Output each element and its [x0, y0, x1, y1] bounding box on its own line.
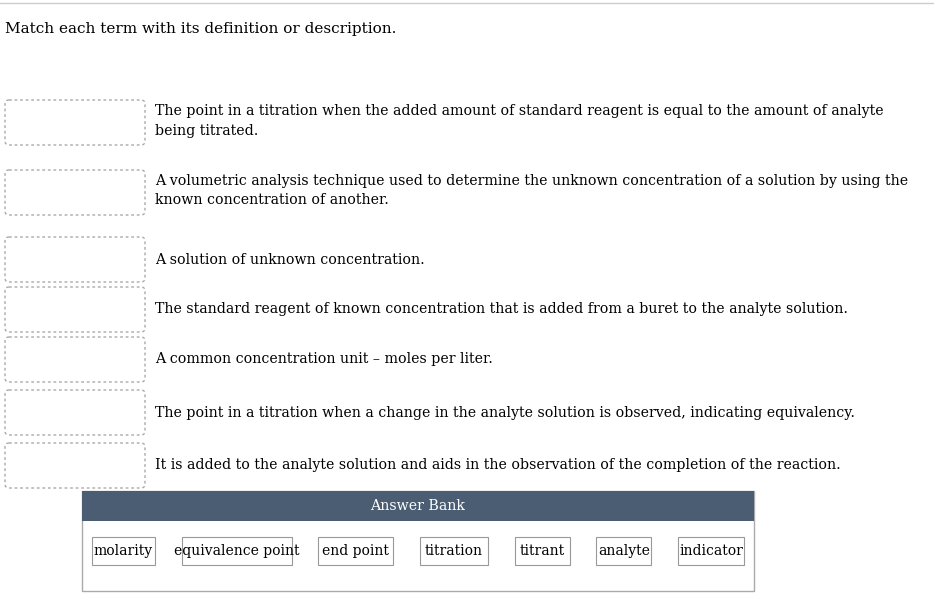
FancyBboxPatch shape	[92, 537, 155, 565]
FancyBboxPatch shape	[678, 537, 744, 565]
FancyBboxPatch shape	[318, 537, 393, 565]
Text: end point: end point	[322, 544, 389, 558]
FancyBboxPatch shape	[5, 390, 145, 435]
Text: indicator: indicator	[679, 544, 743, 558]
FancyBboxPatch shape	[596, 537, 651, 565]
FancyBboxPatch shape	[182, 537, 291, 565]
Text: equivalence point: equivalence point	[174, 544, 300, 558]
Text: titration: titration	[425, 544, 483, 558]
Text: Answer Bank: Answer Bank	[371, 499, 465, 513]
FancyBboxPatch shape	[5, 443, 145, 488]
Text: A common concentration unit – moles per liter.: A common concentration unit – moles per …	[155, 353, 493, 367]
Text: It is added to the analyte solution and aids in the observation of the completio: It is added to the analyte solution and …	[155, 459, 841, 473]
FancyBboxPatch shape	[5, 337, 145, 382]
FancyBboxPatch shape	[5, 237, 145, 282]
Text: A solution of unknown concentration.: A solution of unknown concentration.	[155, 253, 425, 267]
Text: The point in a titration when a change in the analyte solution is observed, indi: The point in a titration when a change i…	[155, 406, 855, 420]
FancyBboxPatch shape	[420, 537, 488, 565]
Text: Match each term with its definition or description.: Match each term with its definition or d…	[5, 22, 396, 36]
FancyBboxPatch shape	[5, 100, 145, 145]
FancyBboxPatch shape	[5, 170, 145, 215]
FancyBboxPatch shape	[515, 537, 570, 565]
FancyBboxPatch shape	[82, 491, 754, 521]
Text: The standard reagent of known concentration that is added from a buret to the an: The standard reagent of known concentrat…	[155, 303, 848, 317]
FancyBboxPatch shape	[82, 491, 754, 591]
Text: The point in a titration when the added amount of standard reagent is equal to t: The point in a titration when the added …	[155, 104, 884, 137]
FancyBboxPatch shape	[5, 287, 145, 332]
Text: A volumetric analysis technique used to determine the unknown concentration of a: A volumetric analysis technique used to …	[155, 174, 908, 207]
Text: molarity: molarity	[94, 544, 153, 558]
Text: analyte: analyte	[598, 544, 650, 558]
Text: titrant: titrant	[519, 544, 565, 558]
